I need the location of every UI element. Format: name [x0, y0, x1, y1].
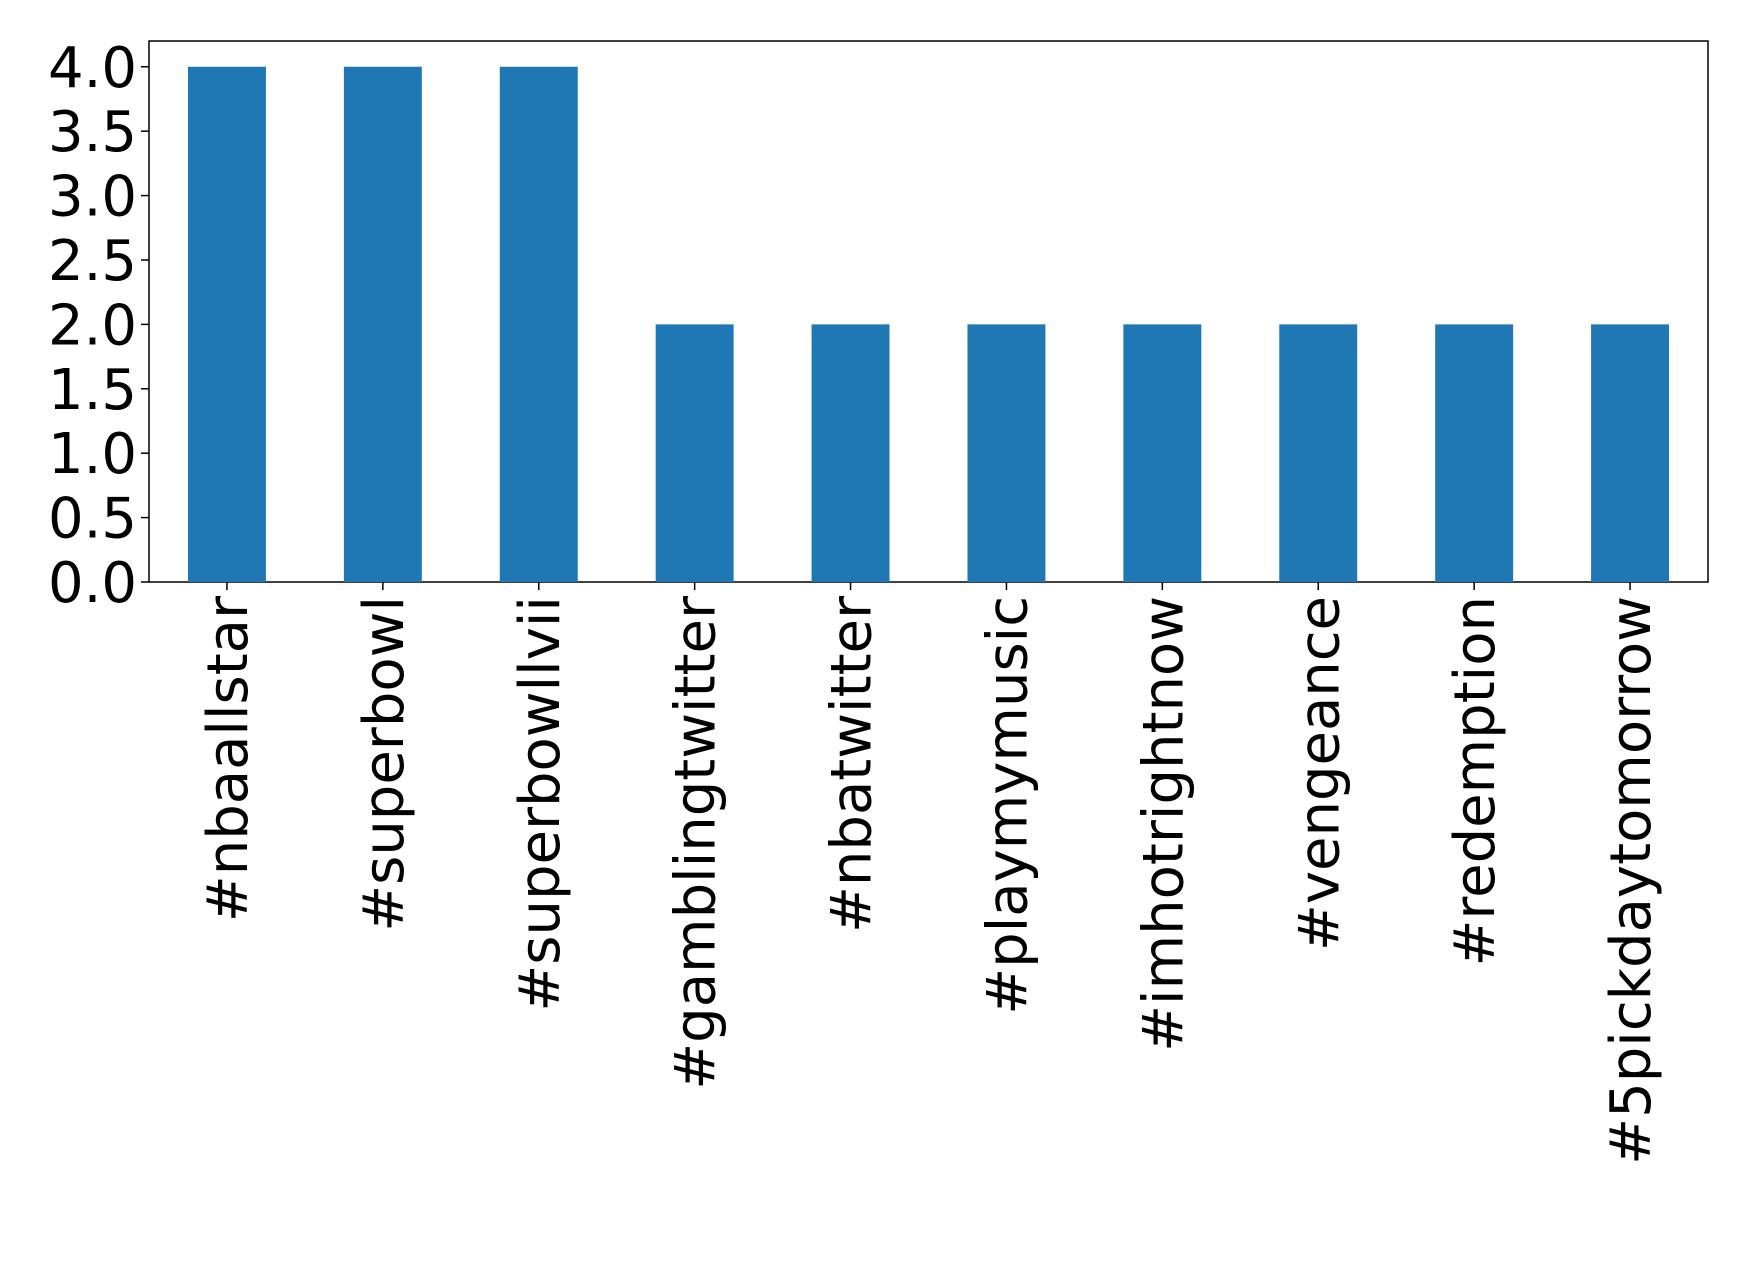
- bar: [499, 66, 578, 582]
- x-tick-label: #superbowllvii: [508, 596, 573, 1012]
- x-tick-label: #vengeance: [1287, 596, 1352, 951]
- axes-frame: [148, 40, 1709, 583]
- bar: [1123, 324, 1202, 582]
- x-tick-label: #superbowl: [352, 596, 417, 932]
- y-tick-label: 4.0: [48, 36, 137, 101]
- x-tick-label: #imhotrightnow: [1131, 596, 1196, 1052]
- x-tick-label: #playmymusic: [975, 596, 1040, 1015]
- bar: [1591, 324, 1670, 582]
- y-tick-label: 3.0: [48, 165, 137, 230]
- bar: [1435, 324, 1514, 582]
- y-tick-label: 2.0: [48, 293, 137, 358]
- x-tick-label: #nbaallstar: [196, 595, 261, 922]
- y-tick-label: 0.5: [48, 487, 137, 552]
- bar: [967, 324, 1046, 582]
- y-tick-label: 1.0: [48, 422, 137, 487]
- x-tick-label: #5pickdaytomorrow: [1599, 596, 1664, 1165]
- y-tick-label: 0.0: [48, 551, 137, 616]
- bar: [187, 66, 266, 582]
- bar: [343, 66, 422, 582]
- bar: [1279, 324, 1358, 582]
- y-tick-label: 1.5: [48, 358, 137, 423]
- x-tick-label: #gamblingtwitter: [664, 595, 729, 1090]
- y-tick-label: 2.5: [48, 229, 137, 294]
- x-tick-label: #nbatwitter: [820, 595, 885, 933]
- bar: [655, 324, 734, 582]
- bar: [811, 324, 890, 582]
- x-tick-label: #redemption: [1443, 596, 1508, 967]
- y-tick-label: 3.5: [48, 100, 137, 165]
